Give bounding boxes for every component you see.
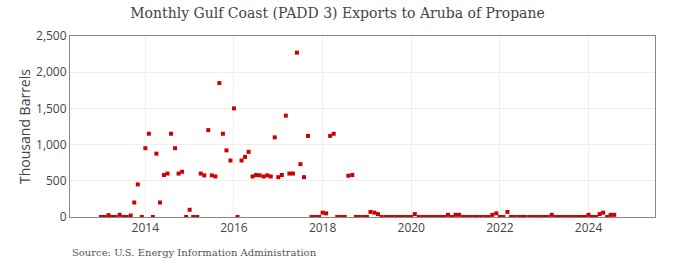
svg-text:2,000: 2,000 bbox=[36, 63, 67, 80]
svg-text:Thousand Barrels: Thousand Barrels bbox=[15, 69, 34, 184]
svg-text:2020: 2020 bbox=[398, 219, 426, 236]
svg-text:2014: 2014 bbox=[132, 219, 160, 236]
svg-text:2016: 2016 bbox=[220, 219, 248, 236]
svg-text:1,000: 1,000 bbox=[36, 136, 67, 153]
svg-text:2022: 2022 bbox=[486, 219, 514, 236]
svg-text:Monthly Gulf Coast (PADD 3) Ex: Monthly Gulf Coast (PADD 3) Exports to A… bbox=[130, 5, 545, 21]
svg-text:2024: 2024 bbox=[575, 219, 603, 236]
svg-text:1,500: 1,500 bbox=[36, 100, 67, 117]
svg-text:2018: 2018 bbox=[309, 219, 337, 236]
svg-text:Source: U.S. Energy Informatio: Source: U.S. Energy Information Administ… bbox=[72, 247, 317, 258]
svg-text:2,500: 2,500 bbox=[36, 27, 67, 44]
svg-text:0: 0 bbox=[60, 208, 67, 225]
svg-text:500: 500 bbox=[46, 172, 67, 189]
